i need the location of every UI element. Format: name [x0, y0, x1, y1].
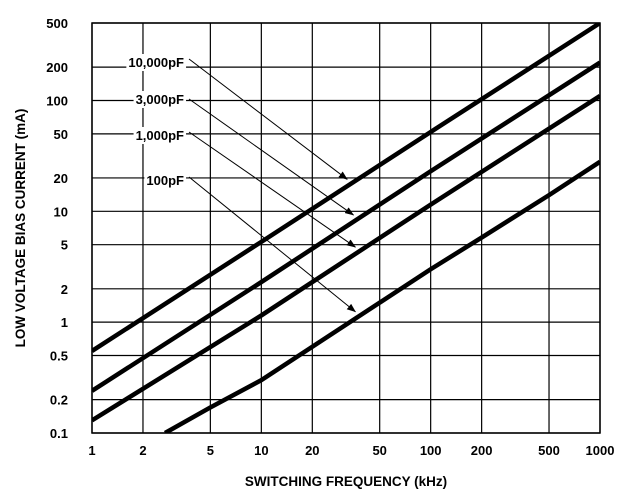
x-axis-tick-labels: 1 2 5 10 20 50 100 200 500 1000: [88, 443, 614, 458]
y-axis-title: LOW VOLTAGE BIAS CURRENT (mA): [13, 109, 28, 348]
y-tick-label: 50: [54, 127, 68, 142]
series-line-2: [92, 93, 600, 423]
annotation-arrow: [188, 176, 356, 313]
x-tick-label: 500: [538, 443, 560, 458]
y-tick-label: 100: [46, 93, 68, 108]
plot-area-frame: [91, 22, 601, 434]
annotation-arrow: [188, 98, 354, 216]
series-lines: [92, 23, 600, 433]
x-tick-label: 200: [471, 443, 493, 458]
y-tick-label: 1: [61, 315, 68, 330]
y-tick-label: 2: [61, 282, 68, 297]
annotation-label-bg: [126, 54, 187, 71]
annotation-label-bg: [144, 172, 187, 189]
annotation-label: 10,000pF: [128, 55, 184, 70]
annotation-label-bg: [133, 91, 187, 108]
annotation-label: 100pF: [146, 173, 184, 188]
annotation-label: 1,000pF: [136, 128, 184, 143]
y-tick-label: 20: [54, 171, 68, 186]
annotation-arrow: [188, 131, 356, 248]
y-tick-label: 0.1: [50, 426, 68, 441]
x-tick-label: 100: [420, 443, 442, 458]
x-tick-label: 50: [372, 443, 386, 458]
x-tick-label: 10: [254, 443, 268, 458]
x-tick-label: 1: [88, 443, 95, 458]
x-tick-label: 2: [139, 443, 146, 458]
annotation-label: 3,000pF: [136, 92, 184, 107]
annotation-arrow: [188, 58, 348, 180]
annotation-label-bg: [133, 127, 187, 144]
x-axis-title: SWITCHING FREQUENCY (kHz): [245, 474, 447, 489]
annotations: 10,000pF 3,000pF 1,000pF 100pF: [126, 54, 356, 313]
series-line-1: [92, 60, 600, 393]
y-tick-label: 0.5: [50, 349, 68, 364]
x-tick-label: 1000: [586, 443, 615, 458]
y-tick-label: 0.2: [50, 393, 68, 408]
y-tick-label: 200: [46, 60, 68, 75]
y-tick-label: 5: [61, 238, 68, 253]
series-line-3: [163, 159, 600, 433]
x-tick-label: 5: [207, 443, 214, 458]
x-tick-label: 20: [305, 443, 319, 458]
series-line-0: [92, 23, 600, 353]
y-tick-label: 10: [54, 204, 68, 219]
y-tick-label: 500: [46, 16, 68, 31]
y-axis-tick-labels: 0.1 0.2 0.5 1 2 5 10 20 50 100 200 500: [46, 16, 68, 441]
